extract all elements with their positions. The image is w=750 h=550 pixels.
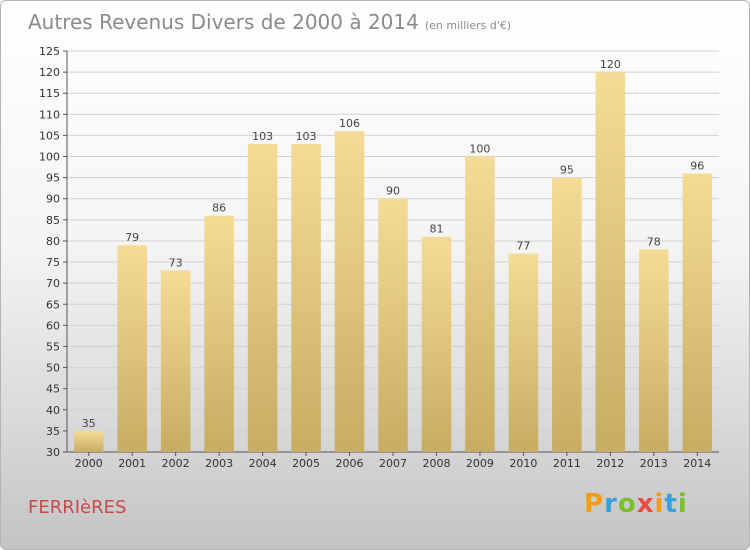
x-tick-label: 2007: [379, 457, 407, 470]
bar: [117, 245, 147, 452]
bar-value-label: 73: [169, 256, 183, 269]
y-tick-label: 120: [39, 66, 60, 79]
chart-title-main: Autres Revenus Divers de 2000 à 2014: [28, 10, 419, 34]
bar: [508, 253, 539, 452]
bar: [465, 156, 495, 453]
bar-value-label: 35: [82, 417, 96, 430]
bar-value-label: 77: [516, 240, 530, 253]
x-tick-label: 2008: [422, 457, 450, 470]
y-tick-label: 65: [46, 298, 60, 311]
bar-value-label: 103: [296, 130, 317, 143]
logo-letter: o: [617, 489, 637, 519]
bar-value-label: 79: [125, 231, 139, 244]
y-tick-label: 30: [46, 446, 60, 459]
bar-value-label: 90: [386, 185, 400, 198]
x-tick-label: 2011: [553, 457, 581, 470]
bar-value-label: 103: [252, 130, 273, 143]
y-tick-label: 105: [39, 129, 60, 142]
y-tick-label: 40: [46, 404, 60, 417]
bar: [595, 72, 626, 453]
logo-letter: x: [636, 489, 655, 519]
y-tick-label: 90: [46, 193, 60, 206]
bar-value-label: 100: [469, 143, 490, 156]
bar: [682, 173, 713, 452]
bar-value-label: 120: [600, 58, 621, 71]
bar: [73, 430, 104, 452]
x-tick-label: 2005: [292, 457, 320, 470]
y-tick-label: 115: [39, 87, 60, 100]
y-tick-label: 110: [39, 108, 60, 121]
x-tick-label: 2001: [118, 457, 146, 470]
chart-title: Autres Revenus Divers de 2000 à 2014 (en …: [28, 10, 511, 34]
location-label: FERRIèRES: [28, 497, 127, 518]
y-tick-label: 125: [39, 45, 60, 58]
logo-letter: i: [677, 489, 688, 519]
y-tick-label: 55: [46, 340, 60, 353]
logo-letter: t: [664, 489, 678, 519]
y-tick-label: 75: [46, 256, 60, 269]
y-tick-label: 70: [46, 277, 60, 290]
x-tick-label: 2012: [596, 457, 624, 470]
y-tick-label: 35: [46, 425, 60, 438]
bar: [334, 131, 365, 452]
bar: [247, 143, 278, 452]
bar-value-label: 86: [212, 202, 226, 215]
bar: [160, 270, 191, 452]
x-tick-label: 2009: [466, 457, 494, 470]
x-tick-label: 2010: [509, 457, 537, 470]
logo-letter: P: [584, 489, 605, 519]
bar-value-label: 78: [647, 235, 661, 248]
chart-subtitle: (en milliers d'€): [424, 19, 512, 32]
y-tick-label: 60: [46, 319, 60, 332]
proxiti-logo[interactable]: Proxiti: [584, 489, 688, 519]
logo-letter: i: [654, 489, 665, 519]
bar-value-label: 81: [429, 223, 443, 236]
y-tick-label: 80: [46, 235, 60, 248]
bar: [291, 143, 321, 452]
bar-value-label: 96: [690, 159, 704, 172]
bar-value-label: 106: [339, 117, 360, 130]
x-tick-label: 2006: [336, 457, 364, 470]
y-tick-label: 50: [46, 362, 60, 375]
bar: [204, 215, 234, 452]
bar: [552, 177, 582, 452]
logo-letter: r: [604, 489, 618, 519]
bar: [421, 236, 452, 452]
x-tick-label: 2003: [205, 457, 233, 470]
y-tick-label: 100: [39, 151, 60, 164]
y-tick-label: 95: [46, 172, 60, 185]
y-tick-label: 85: [46, 214, 60, 227]
x-tick-label: 2000: [75, 457, 103, 470]
x-tick-label: 2004: [249, 457, 277, 470]
bar: [378, 198, 408, 452]
x-tick-label: 2014: [683, 457, 711, 470]
bar-value-label: 95: [560, 164, 574, 177]
x-tick-label: 2013: [640, 457, 668, 470]
y-tick-label: 45: [46, 383, 60, 396]
bar: [639, 249, 669, 452]
x-tick-label: 2002: [162, 457, 190, 470]
